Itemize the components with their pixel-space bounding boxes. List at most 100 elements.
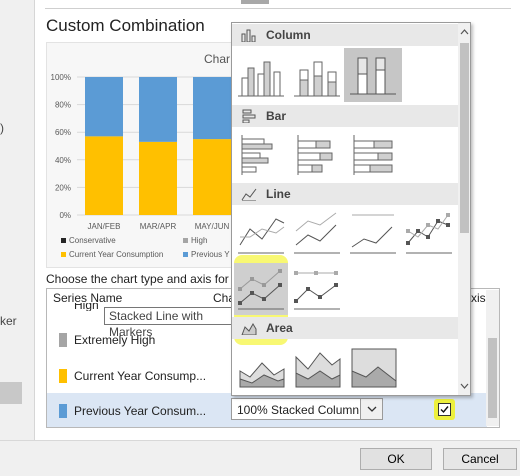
- top-tab-marker: [241, 0, 269, 4]
- percent-stacked-column-option[interactable]: [344, 48, 402, 102]
- percent-stacked-bar-icon: [353, 135, 393, 175]
- stacked-area-icon: [295, 352, 341, 388]
- category-header-bar: Bar: [232, 105, 458, 127]
- table-row[interactable]: Current Year Consump...: [47, 359, 487, 393]
- category-header-column: Column: [232, 24, 458, 46]
- x-tick-label: MAR/APR: [140, 222, 177, 231]
- series-name: Current Year Consump...: [74, 369, 207, 383]
- chart-type-value: 100% Stacked Column: [237, 403, 360, 417]
- choose-label: Choose the chart type and axis for y: [46, 272, 239, 286]
- area-chart-icon: [241, 323, 257, 335]
- percent-stacked-line-option[interactable]: [346, 207, 400, 259]
- table-row[interactable]: Extremely High: [47, 323, 487, 357]
- secondary-axis-checkbox[interactable]: [438, 403, 451, 416]
- y-tick-label: 40%: [55, 156, 71, 165]
- bar-segment: [139, 141, 177, 215]
- stacked-line-option[interactable]: [290, 207, 344, 259]
- area-option[interactable]: [234, 341, 288, 393]
- percent-stacked-line-markers-option[interactable]: [290, 263, 344, 315]
- y-tick-label: 60%: [55, 128, 71, 137]
- percent-stacked-area-option[interactable]: [346, 341, 400, 393]
- y-tick-label: 80%: [55, 101, 71, 110]
- clustered-column-icon: [238, 61, 284, 97]
- stacked-bar-icon: [297, 135, 333, 175]
- stacked-column-icon: [294, 61, 340, 97]
- scroll-thumb[interactable]: [460, 43, 469, 233]
- percent-stacked-bar-option[interactable]: [346, 129, 400, 181]
- legend-label: High: [191, 236, 207, 245]
- legend-label: Previous Y: [191, 250, 230, 259]
- col-axis: xis: [471, 291, 486, 305]
- bar-segment: [193, 77, 231, 140]
- legend-swatch: [61, 238, 66, 243]
- chart-title: Char: [204, 52, 231, 66]
- chart-preview: 0% 20% 40% 60% 80% 100% JAN/FEB MAR/APR MAY/JUN C…: [46, 42, 232, 268]
- stacked-line-markers-icon: [238, 269, 284, 310]
- stacked-column-option[interactable]: [290, 50, 344, 102]
- scroll-up-icon[interactable]: [458, 25, 471, 39]
- legend-swatch: [61, 252, 66, 257]
- percent-stacked-area-icon: [351, 348, 397, 388]
- clustered-bar-option[interactable]: [234, 129, 288, 181]
- table-scroll-thumb[interactable]: [488, 338, 497, 418]
- x-tick-label: MAY/JUN: [195, 222, 230, 231]
- tooltip: Stacked Line with Markers: [104, 307, 244, 339]
- ok-button[interactable]: OK: [360, 448, 432, 470]
- clipped-row-label: High: [74, 303, 99, 311]
- stacked-area-option[interactable]: [290, 341, 344, 393]
- stacked-bar-option[interactable]: [290, 129, 344, 181]
- series-color-swatch: [59, 369, 67, 383]
- clustered-column-option[interactable]: [234, 50, 288, 102]
- table-scrollbar[interactable]: [486, 290, 499, 426]
- chart-type-select[interactable]: 100% Stacked Column: [231, 398, 383, 420]
- scroll-down-icon[interactable]: [458, 379, 471, 393]
- y-tick-label: 20%: [55, 183, 71, 192]
- bar-segment: [139, 77, 177, 142]
- line-with-markers-option[interactable]: [402, 207, 456, 259]
- legend-swatch: [183, 252, 188, 257]
- area-icon: [239, 362, 285, 388]
- category-label: Bar: [266, 109, 287, 123]
- series-name: Previous Year Consum...: [74, 404, 207, 418]
- col-chart-type: Cha: [213, 291, 236, 305]
- bar-chart-icon: [242, 109, 256, 123]
- stacked-line-icon: [294, 212, 340, 254]
- line-icon: [238, 218, 285, 254]
- y-tick-label: 0%: [59, 211, 71, 220]
- category-label: Column: [266, 28, 311, 42]
- divider: [45, 8, 511, 9]
- line-markers-icon: [406, 213, 452, 254]
- chart-type-dropdown[interactable]: Column Bar Line: [231, 22, 471, 396]
- y-tick-label: 100%: [51, 73, 71, 82]
- category-label: Line: [266, 187, 291, 201]
- bar-segment: [193, 139, 231, 215]
- chevron-down-icon[interactable]: [360, 399, 382, 419]
- x-tick-label: JAN/FEB: [88, 222, 121, 231]
- column-chart-icon: [241, 29, 256, 42]
- series-color-swatch: [59, 333, 67, 347]
- category-label: Area: [266, 321, 293, 335]
- bar-segment: [85, 136, 123, 215]
- category-header-area: Area: [232, 317, 458, 339]
- clustered-bar-icon: [241, 135, 273, 175]
- legend-swatch: [183, 238, 188, 243]
- legend-label: Conservative: [69, 236, 116, 245]
- series-color-swatch: [59, 404, 67, 418]
- chart-svg: 0% 20% 40% 60% 80% 100% JAN/FEB MAR/APR MAY/JUN C…: [51, 73, 231, 259]
- dialog-footer: OK Cancel: [0, 440, 520, 476]
- line-option[interactable]: [234, 207, 288, 259]
- left-selected-item[interactable]: [0, 382, 22, 404]
- col-series-name: Series Name: [53, 291, 123, 305]
- cancel-button[interactable]: Cancel: [443, 448, 517, 470]
- section-title: Custom Combination: [46, 16, 205, 35]
- bar-segment: [85, 77, 123, 137]
- dropdown-scrollbar[interactable]: [458, 23, 471, 395]
- percent-stacked-column-icon: [350, 57, 396, 95]
- left-clip-label: ker: [0, 314, 17, 328]
- percent-stacked-line-markers-icon: [294, 271, 340, 310]
- line-chart-icon: [241, 188, 257, 201]
- stacked-line-markers-option[interactable]: [234, 263, 288, 315]
- left-clip-paren: ): [0, 121, 4, 135]
- series-name: Extremely High: [74, 333, 156, 347]
- legend-label: Current Year Consumption: [69, 250, 163, 259]
